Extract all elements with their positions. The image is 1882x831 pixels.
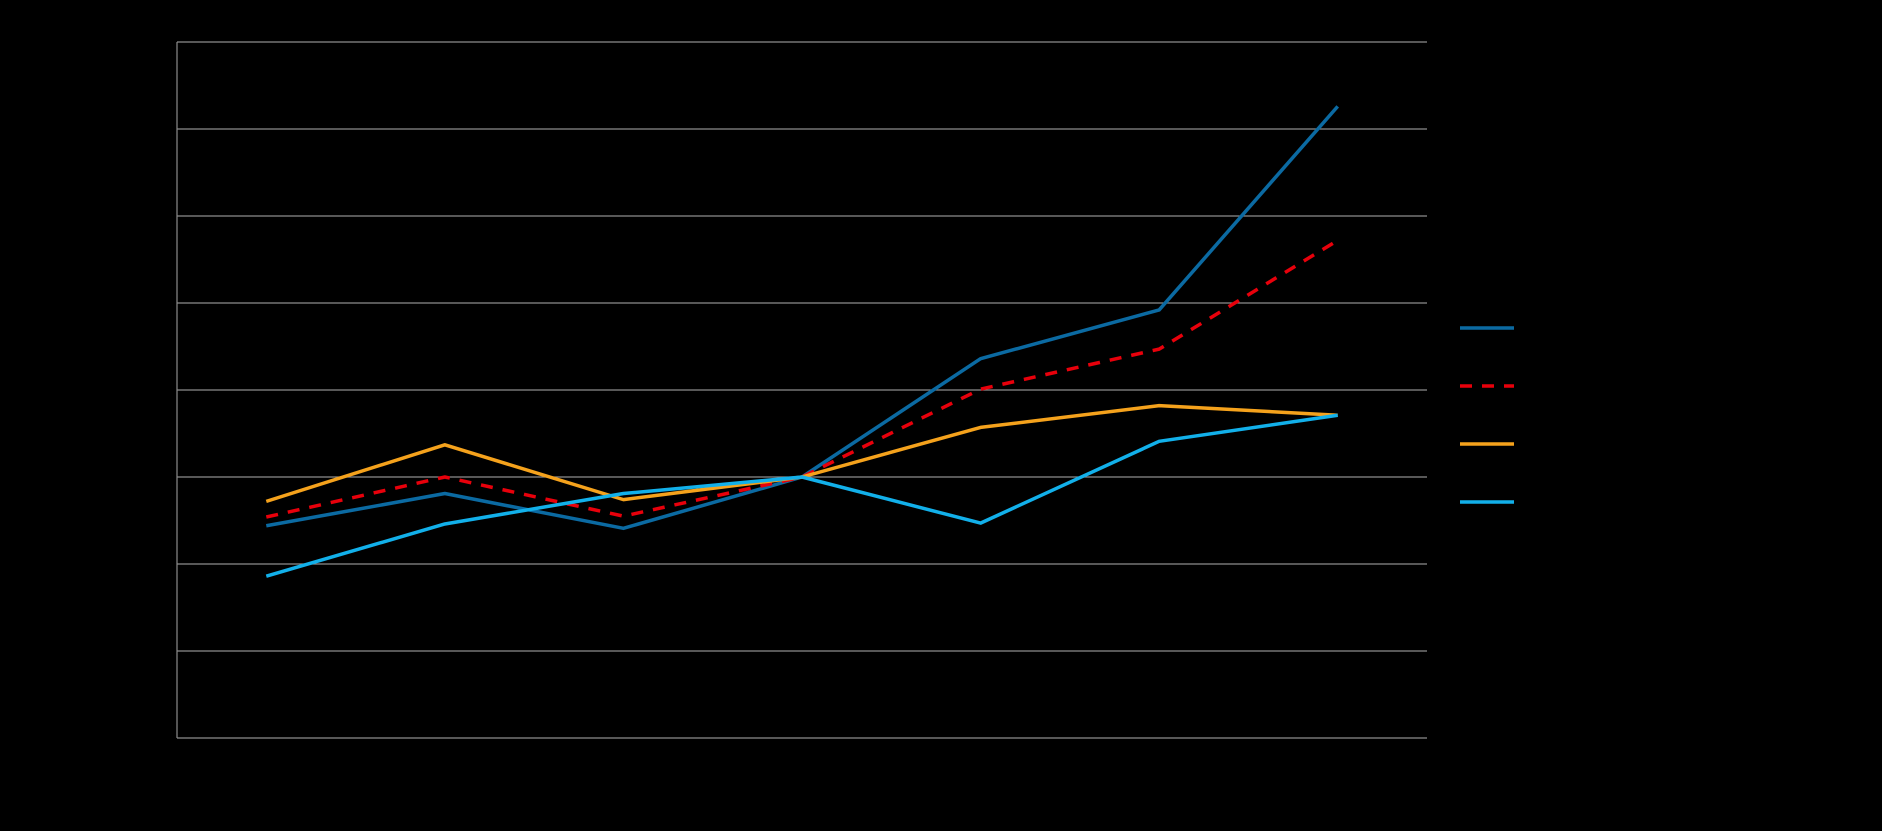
series-line xyxy=(265,413,1338,578)
series-line xyxy=(265,403,1338,504)
series-line xyxy=(265,105,1340,531)
series-line xyxy=(265,238,1339,519)
